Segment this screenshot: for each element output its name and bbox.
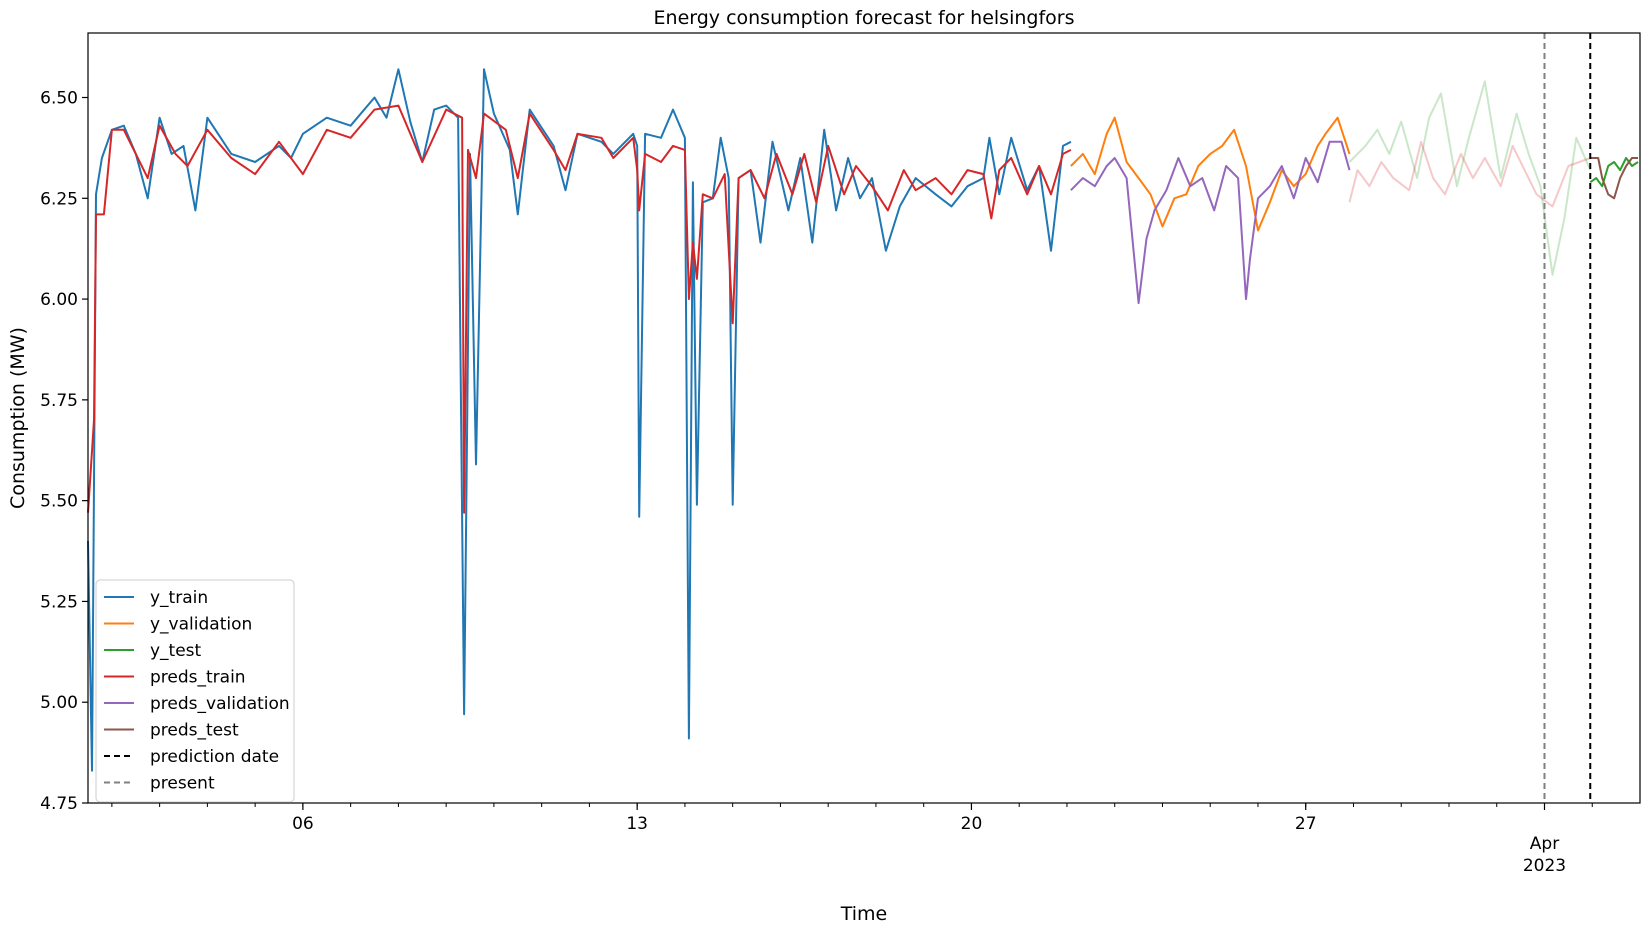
legend-label: prediction date <box>150 747 279 767</box>
plot-area <box>87 33 1639 803</box>
x-axis-label: Time <box>840 903 888 925</box>
y-tick-label: 6.00 <box>40 290 78 310</box>
series-line-preds-validation <box>1070 140 1351 305</box>
series-line-y-validation <box>1070 116 1351 232</box>
legend-label: present <box>150 774 215 794</box>
y-axis-label: Consumption (MW) <box>7 327 29 509</box>
legend: y_train y_validation y_test preds_trainpred… <box>95 579 295 803</box>
faded-series-line-6 <box>1348 80 1592 276</box>
x-tick-label: 13 <box>626 814 648 834</box>
y-tick-label: 5.75 <box>40 391 78 411</box>
legend-label: preds_test <box>150 721 239 741</box>
legend-label: y_train <box>150 588 208 608</box>
y-tick-label: 4.75 <box>40 794 78 814</box>
faded-series-line-7 <box>1348 140 1591 208</box>
axes-frame <box>87 32 1641 804</box>
series-line-y-test <box>1589 157 1639 188</box>
legend-label: y_validation <box>150 615 252 635</box>
y-tick-label: 5.50 <box>40 492 78 512</box>
x-tick-label: 06 <box>292 814 314 834</box>
x-tick-label: 27 <box>1295 814 1317 834</box>
series-line-y-train <box>87 68 1072 772</box>
x-tick-year-label: 2023 <box>1523 856 1566 876</box>
y-tick-label: 6.50 <box>40 89 78 109</box>
legend-box <box>95 579 295 803</box>
y-tick-label: 5.00 <box>40 693 78 713</box>
legend-label: preds_train <box>150 668 246 688</box>
legend-label: preds_validation <box>150 694 290 714</box>
x-tick-label: Apr <box>1530 834 1559 854</box>
y-tick-label: 5.25 <box>40 592 78 612</box>
legend-label: y_test <box>150 641 202 661</box>
series-line-preds-test <box>1590 157 1638 200</box>
y-tick-label: 6.25 <box>40 189 78 209</box>
x-tick-label: 20 <box>961 814 983 834</box>
axes: 4.75 5.00 5.25 5.50 5.75 6.00 6.25 6.50 06 13 20 27… <box>40 89 1593 876</box>
series-line-preds-train <box>87 104 1072 514</box>
chart-title: Energy consumption forecast for helsingf… <box>654 7 1075 29</box>
